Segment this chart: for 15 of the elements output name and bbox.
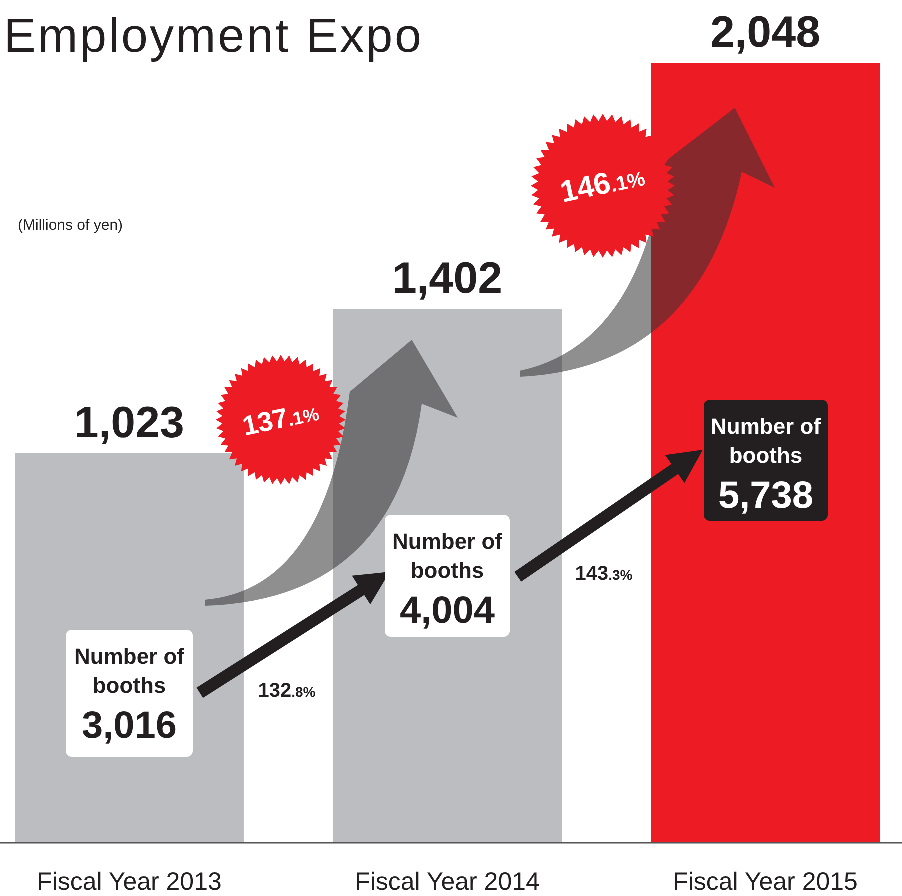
data-label: 2,048 (710, 8, 821, 57)
x-tick-label: Fiscal Year 2013 (37, 868, 222, 896)
annotation: 146.1% (558, 166, 648, 210)
x-tick-label: Fiscal Year 2015 (673, 868, 858, 896)
annotation: 132.8% (258, 680, 316, 702)
annotation: Number of booths 4,004 (392, 529, 504, 632)
annotation: Number of booths 3,016 (74, 644, 186, 747)
x-tick-label: Fiscal Year 2014 (355, 868, 540, 896)
annotation: Number of booths 5,738 (711, 414, 822, 517)
annotation: 143.3% (575, 563, 634, 585)
chart-title: Employment Expo (4, 10, 424, 63)
annotation: (Millions of yen) (18, 217, 124, 234)
data-label: 1,402 (392, 254, 503, 304)
annotation: 137.1% (240, 402, 322, 442)
data-label: 1,023 (74, 398, 185, 448)
